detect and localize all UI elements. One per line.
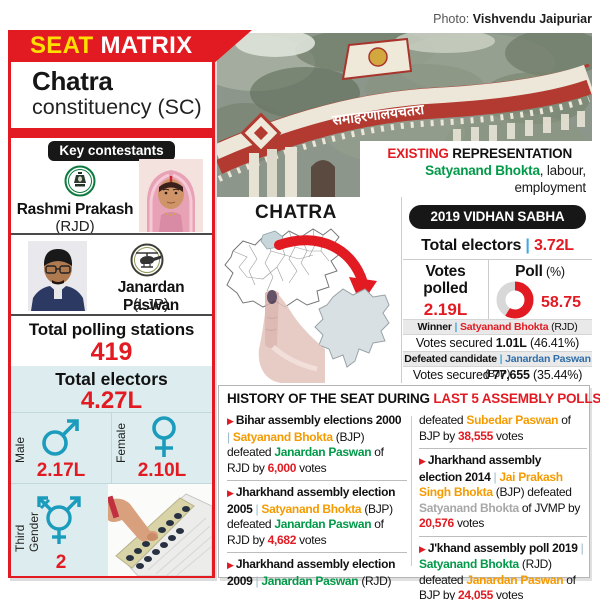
total-electors-2019: Total electors | 3.72L xyxy=(421,237,574,254)
banner-word-seat: SEAT xyxy=(30,32,94,59)
history-entry: ▶ Jharkhand assembly election 2009 | Jan… xyxy=(227,552,407,589)
photo-credit-prefix: Photo: xyxy=(433,12,470,26)
locator-arrow xyxy=(274,235,368,288)
male-cell: Male 2.17L xyxy=(11,413,111,483)
female-value: 2.10L xyxy=(137,460,187,481)
representation-line-1: Satyanand Bhokta, labour, employment xyxy=(425,163,586,195)
total-electors-value: 4.27L xyxy=(80,387,143,414)
history-entry: ▶ Bihar assembly elections 2000 | Satyan… xyxy=(227,413,402,475)
contestant-1-name: Rashmi Prakash xyxy=(16,201,134,218)
voter-finger-illustration xyxy=(258,290,325,383)
section-divider xyxy=(401,197,402,383)
contestant-2-name: Janardan Paswan xyxy=(117,279,185,314)
male-female-row: Male 2.17L Female 2.10L xyxy=(11,412,212,483)
winner-row: Winner | Satyanand Bhokta (RJD) xyxy=(403,319,592,334)
defeated-row: Defeated candidate | Janardan Paswan (BJ… xyxy=(403,351,592,380)
defeated-votes-row: Votes secured 77,655 (35.44%) xyxy=(403,366,592,383)
rashmi-prakash-photo xyxy=(139,159,203,232)
gate-photo: समाहरणालयचतरा EXISTING REPRESENTATION xyxy=(215,33,592,197)
constituency-name: Chatra xyxy=(32,66,113,96)
polled-poll-row: Votes polled 2.19L Poll (%) 58.75 xyxy=(403,259,592,320)
photo-credit-name: Vishvendu Jaipuriar xyxy=(472,12,592,26)
chatra-district-enlarged xyxy=(314,288,390,368)
total-polling-stations-value: 419 xyxy=(90,338,133,366)
history-entry: ▶ Jharkhand assembly election 2014 | Jai… xyxy=(419,448,587,532)
poll-pct-cell: Poll (%) 58.75 xyxy=(489,260,591,320)
male-label: Male xyxy=(13,436,27,463)
contestant-1-party: (RJD) xyxy=(55,218,95,235)
gate-emblem xyxy=(368,47,388,67)
history-entry: defeated Subedar Paswan of BJP by 38,555… xyxy=(419,413,571,443)
history-column-2: defeated Subedar Paswan of BJP by 38,555… xyxy=(419,413,587,600)
constituency-sub: constituency (SC) xyxy=(32,95,202,119)
total-electors-block: Total electors 4.27L xyxy=(11,366,212,414)
existing-representation: EXISTING REPRESENTATION Satyanand Bhokta… xyxy=(360,141,592,197)
card-divider xyxy=(11,314,212,316)
total-polling-stations-label: Total polling stations xyxy=(28,320,195,339)
ljp-helicopter-symbol-icon xyxy=(130,243,164,277)
third-gender-value: 2 xyxy=(55,552,67,573)
jharkhand-map xyxy=(224,228,390,383)
history-entry: ▶ J'khand assembly poll 2019 | Satyanand… xyxy=(419,535,587,600)
total-electors-label: Total electors xyxy=(55,369,168,389)
evm-photo xyxy=(106,484,213,577)
seat-history-panel: HISTORY OF THE SEAT DURING LAST 5 ASSEMB… xyxy=(218,385,600,600)
photo-credit: Photo: Vishvendu Jaipuriar xyxy=(433,12,592,26)
winner-votes-row: Votes secured 1.01L (46.41%) xyxy=(403,334,592,351)
third-gender-icon xyxy=(37,496,81,544)
male-icon xyxy=(42,419,79,456)
vidhan-sabha-2019-badge: 2019 VIDHAN SABHA POLLS xyxy=(409,205,586,248)
vidhan-sabha-2019-panel: 2019 VIDHAN SABHA POLLS Total electors |… xyxy=(403,197,592,383)
rjd-lantern-symbol-icon xyxy=(64,165,96,197)
seat-history-title: HISTORY OF THE SEAT DURING LAST 5 ASSEMB… xyxy=(227,391,600,406)
history-entry: ▶ Jharkhand assembly election 2005 | Sat… xyxy=(227,480,407,548)
poll-pct-label: Poll (%) xyxy=(515,263,565,280)
poll-pct-value: 58.75 xyxy=(541,294,582,311)
female-label: Female xyxy=(114,422,128,463)
banner-word-matrix: MATRIX xyxy=(100,32,193,59)
map-section: CHATRA xyxy=(215,197,401,383)
votes-polled-cell: Votes polled 2.19L xyxy=(403,260,489,320)
votes-polled-label: Votes polled xyxy=(423,263,468,297)
seat-matrix-banner: SEAT MATRIX xyxy=(8,30,252,62)
male-value: 2.17L xyxy=(36,460,86,481)
female-icon xyxy=(152,416,176,457)
poll-donut-chart xyxy=(496,281,534,319)
result-rows: Winner | Satyanand Bhokta (RJD) Votes se… xyxy=(403,319,592,383)
constituency-panel: Chatra constituency (SC) Key contestants xyxy=(8,30,215,578)
history-column-divider xyxy=(411,416,412,566)
janardan-paswan-photo xyxy=(28,241,87,311)
third-gender-cell: Third Gender 2 xyxy=(11,484,108,576)
existing-representation-heading: EXISTING REPRESENTATION xyxy=(387,146,572,161)
votes-polled-value: 2.19L xyxy=(423,300,468,319)
contestant-2-party: (LJP) xyxy=(133,296,169,313)
map-label: CHATRA xyxy=(255,202,337,223)
third-gender-row: Third Gender 2 xyxy=(11,483,213,577)
history-column-1: ▶ Bihar assembly elections 2000 | Satyan… xyxy=(227,413,407,589)
female-cell: Female 2.10L xyxy=(111,413,212,483)
card-divider xyxy=(11,233,212,235)
red-divider-band xyxy=(10,128,212,138)
gate-diamond-sign xyxy=(240,112,282,154)
key-contestants-badge: Key contestants xyxy=(11,141,212,161)
evm-illustration xyxy=(106,484,213,577)
